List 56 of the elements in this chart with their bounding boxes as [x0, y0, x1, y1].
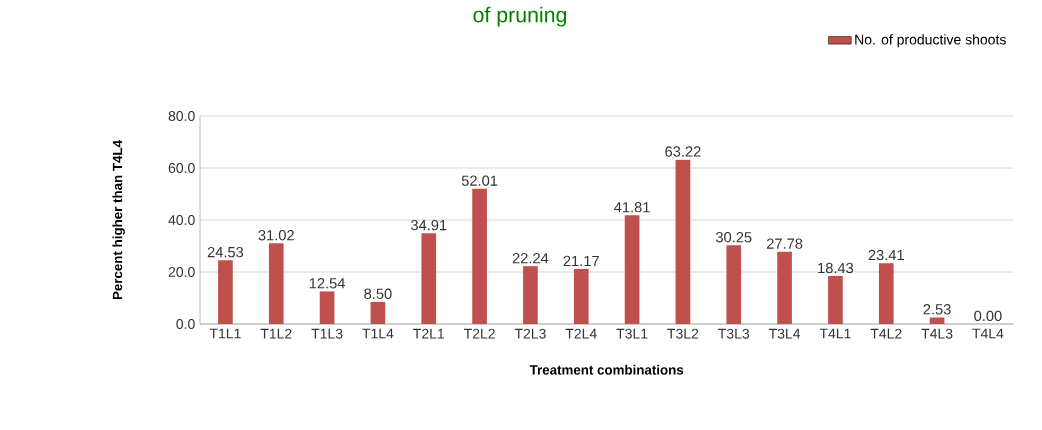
bar: [472, 188, 487, 324]
x-tick-label: T2L3: [514, 328, 546, 339]
bar: [421, 233, 437, 324]
data-label: 18.43: [818, 262, 854, 274]
x-tick-label: T1L4: [362, 328, 394, 339]
data-label: 0.00: [974, 310, 1002, 322]
data-label: 22.24: [512, 253, 549, 264]
data-label: 27.78: [766, 238, 803, 249]
bar: [319, 291, 335, 324]
bar: [878, 263, 894, 324]
y-tick-label: 20.0: [168, 267, 195, 277]
data-label: 8.50: [364, 288, 392, 299]
data-label: 31.02: [258, 230, 294, 241]
x-tick-label: T3L2: [667, 328, 699, 339]
bar: [675, 159, 691, 324]
bar: [573, 268, 589, 324]
y-axis-title: Percent higher than T4L4: [112, 140, 125, 300]
x-tick-label: T1L2: [260, 328, 292, 339]
data-label: 24.53: [207, 246, 244, 258]
bar: [777, 251, 792, 324]
x-tick-label: T3L4: [768, 328, 801, 339]
x-axis-title: Treatment combinations: [529, 364, 684, 375]
x-tick-label: T3L1: [616, 328, 648, 339]
data-label: 63.22: [665, 146, 701, 157]
x-tick-label: T3L3: [718, 328, 750, 339]
bar: [218, 260, 233, 324]
bar: [828, 276, 843, 324]
legend-label: No. of productive shoots: [855, 34, 1006, 48]
y-tick-label: 60.0: [168, 163, 195, 173]
bar: [624, 215, 640, 324]
bar: [523, 266, 538, 324]
bar: [726, 245, 742, 324]
data-label: 34.91: [410, 219, 447, 231]
chart-title: of pruning: [473, 6, 567, 27]
x-tick-label: T4L2: [870, 328, 902, 339]
x-tick-label: T1L3: [311, 328, 343, 339]
y-tick-label: 0.0: [176, 319, 195, 329]
x-tick-label: T2L4: [565, 328, 597, 339]
x-tick-label: T1L1: [209, 328, 241, 339]
bar: [929, 317, 945, 324]
bar: [268, 243, 284, 324]
y-tick-label: 80.0: [168, 111, 195, 121]
x-tick-label: T4L4: [972, 328, 1004, 339]
data-label: 2.53: [923, 304, 951, 315]
bar: [370, 301, 386, 324]
x-tick-label: T2L2: [463, 328, 495, 339]
data-label: 21.17: [563, 255, 599, 267]
x-tick-label: T4L3: [921, 328, 953, 339]
data-label: 41.81: [614, 202, 650, 213]
x-tick-label: T4L1: [819, 328, 851, 339]
data-label: 52.01: [461, 175, 498, 186]
data-label: 12.54: [309, 278, 345, 289]
data-label: 23.41: [868, 249, 904, 261]
data-label: 30.25: [715, 232, 752, 243]
y-tick-label: 40.0: [168, 215, 195, 225]
x-tick-label: T2L1: [413, 328, 445, 339]
